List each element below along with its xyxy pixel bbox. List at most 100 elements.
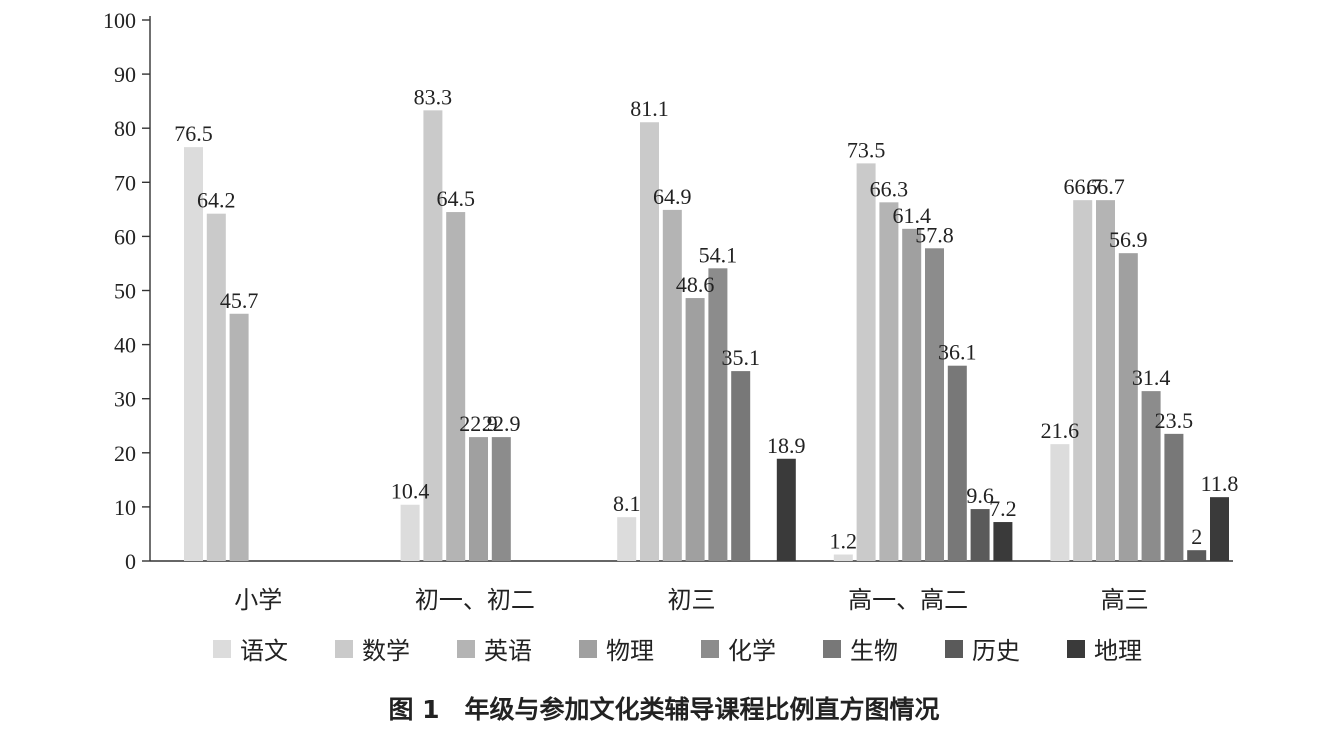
bar	[856, 163, 876, 562]
bar	[1164, 433, 1184, 561]
bar-value-label: 64.2	[197, 188, 236, 213]
y-tick-label: 10	[114, 495, 136, 520]
legend-swatch	[579, 640, 597, 658]
bar-value-label: 22.9	[459, 411, 498, 436]
bar-value-label: 54.1	[699, 242, 738, 267]
y-tick-label: 100	[103, 8, 136, 33]
bar	[206, 213, 226, 562]
legend: 语文 数学 英语 物理 化学 生物 历史 地理	[213, 637, 1142, 665]
x-category-label: 小学	[234, 586, 282, 614]
bar	[879, 202, 899, 561]
bar	[469, 437, 488, 561]
x-category-label: 初一、初二	[415, 586, 535, 614]
bar	[640, 122, 659, 562]
bar	[1141, 391, 1161, 561]
bar-value-label: 1.2	[830, 529, 858, 554]
y-tick-label: 20	[114, 441, 136, 466]
bar	[1050, 444, 1070, 561]
y-tick-label: 90	[114, 62, 136, 87]
legend-swatch	[457, 640, 475, 658]
x-axis: 小学 初一、初二 初三 高一、高二 高三	[150, 560, 1233, 614]
legend-label: 英语	[484, 637, 532, 665]
bar-value-label: 83.3	[414, 84, 453, 109]
bar	[184, 147, 203, 561]
legend-swatch	[701, 640, 719, 658]
legend-swatch	[335, 640, 353, 658]
legend-label: 生物	[850, 637, 898, 665]
bar-value-label: 45.7	[220, 288, 259, 313]
bar-value-label: 23.5	[1155, 408, 1194, 433]
bar-value-label: 64.5	[436, 186, 475, 211]
bar	[1096, 200, 1115, 561]
legend-label: 数学	[362, 637, 410, 665]
x-category-label: 初三	[668, 586, 716, 614]
bar	[1187, 550, 1207, 561]
y-tick-label: 30	[114, 387, 136, 412]
bar-value-label: 56.9	[1109, 227, 1148, 252]
legend-swatch	[823, 640, 841, 658]
x-category-label: 高一、高二	[848, 586, 968, 614]
bar	[970, 509, 990, 561]
bar	[708, 268, 728, 561]
bar-value-label: 61.4	[892, 203, 931, 228]
y-tick-label: 40	[114, 333, 136, 358]
bar	[423, 110, 443, 562]
y-tick-label: 0	[125, 549, 136, 574]
bar	[925, 248, 944, 561]
bar-value-label: 64.9	[653, 184, 692, 209]
y-tick-label: 80	[114, 116, 136, 141]
legend-swatch	[213, 640, 231, 658]
bar-value-label: 10.4	[391, 479, 430, 504]
legend-label: 地理	[1094, 637, 1142, 665]
bar-value-label: 22.9	[482, 411, 521, 436]
legend-label: 化学	[728, 637, 776, 665]
bar	[446, 212, 466, 561]
legend-swatch	[1067, 640, 1085, 658]
value-labels: 76.5 10.4 8.1 1.2 21.6 64.2 83.3 81.1 73.5 66.7 45…	[174, 84, 1238, 553]
bar	[993, 522, 1013, 561]
bar-value-label: 18.9	[767, 433, 806, 458]
bar	[685, 298, 705, 561]
bar	[229, 313, 249, 561]
bar	[902, 228, 922, 562]
bar-value-label: 31.4	[1132, 365, 1171, 390]
bar-value-label: 11.8	[1201, 471, 1239, 496]
bar-value-label: 73.5	[847, 137, 886, 162]
legend-swatch	[945, 640, 963, 658]
bar	[1118, 253, 1138, 561]
bar-value-label: 21.6	[1041, 418, 1080, 443]
y-axis: 0 10 20 30 40 50 60 70 80 90 100	[103, 8, 151, 574]
bar	[617, 517, 637, 561]
bar	[833, 554, 853, 561]
bar	[731, 371, 751, 561]
y-tick-label: 50	[114, 279, 136, 304]
bar-value-label: 66.7	[1086, 174, 1125, 199]
bar	[400, 504, 420, 561]
bar-value-label: 9.6	[966, 483, 994, 508]
bar-value-label: 2	[1191, 524, 1202, 549]
chart-caption: 图 1 年级与参加文化类辅导课程比例直方图情况	[388, 695, 940, 724]
bar-value-label: 57.8	[915, 222, 954, 247]
bar	[491, 437, 511, 561]
bar-value-label: 81.1	[630, 96, 669, 121]
bar-value-label: 66.7	[1063, 174, 1102, 199]
legend-label: 语文	[240, 637, 288, 665]
x-category-label: 高三	[1101, 586, 1149, 614]
bar-value-label: 36.1	[938, 340, 977, 365]
bar-value-label: 76.5	[174, 121, 213, 146]
bar-value-label: 7.2	[989, 496, 1017, 521]
y-tick-label: 70	[114, 170, 136, 195]
bar-value-label: 8.1	[613, 491, 641, 516]
y-tick-label: 60	[114, 224, 136, 249]
bar-value-label: 48.6	[676, 272, 715, 297]
bar	[776, 458, 796, 561]
bar	[662, 209, 682, 562]
bar-value-label: 35.1	[721, 345, 760, 370]
bar-value-label: 66.3	[870, 176, 909, 201]
bar	[1210, 497, 1229, 561]
legend-label: 历史	[972, 637, 1020, 665]
legend-label: 物理	[606, 637, 654, 665]
bar	[947, 365, 967, 561]
bars	[184, 110, 1229, 562]
